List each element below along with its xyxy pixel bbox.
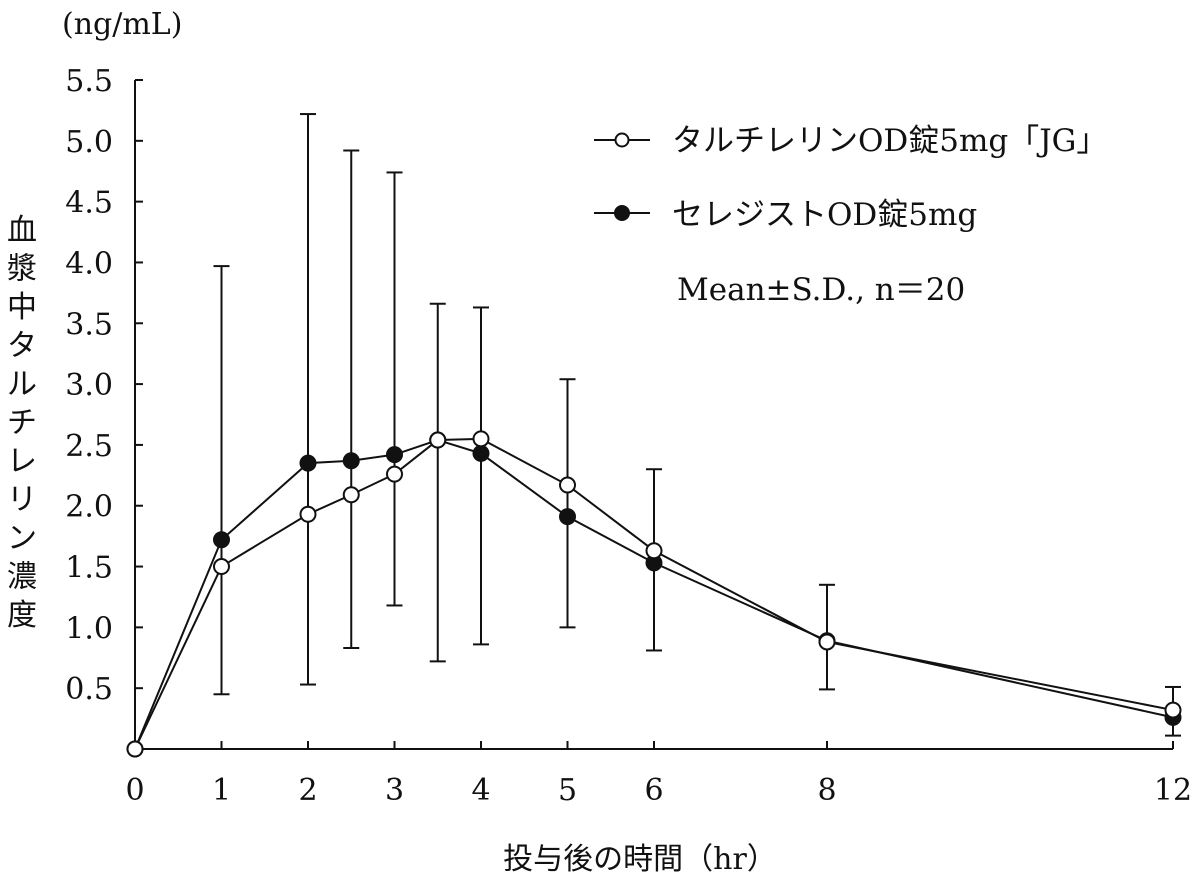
data-point-filled — [299, 454, 317, 472]
y-axis-label-char: 度 — [7, 598, 37, 633]
x-tick-label: 8 — [817, 773, 836, 808]
x-tick-label: 0 — [125, 773, 144, 808]
data-point-filled — [213, 531, 230, 549]
data-point-filled — [472, 444, 490, 462]
y-axis-label-char: ン — [7, 521, 37, 556]
y-axis-label-char: 漿 — [7, 252, 37, 287]
y-tick-label: 4.5 — [65, 186, 113, 221]
data-point-filled — [342, 452, 360, 470]
error-bars — [213, 113, 1181, 737]
x-tick-label: 4 — [471, 773, 490, 808]
y-tick-label: 0.5 — [65, 672, 113, 707]
y-axis-label-char: ル — [7, 367, 37, 402]
y-axis-label-char: 濃 — [7, 560, 37, 595]
y-tick-label: 5.5 — [65, 64, 113, 99]
data-point-open — [429, 431, 447, 449]
y-axis-label-char: 血 — [7, 213, 37, 248]
legend-item-open: タルチレリンOD錠5mg「JG」 — [594, 123, 1107, 159]
x-tick-label: 5 — [558, 773, 577, 808]
y-axis-label-char: レ — [7, 444, 37, 479]
y-tick-label: 1.5 — [65, 551, 113, 586]
data-point-open — [126, 740, 144, 758]
series-markers — [126, 430, 1182, 758]
data-point-open — [299, 505, 317, 523]
data-point-filled — [386, 446, 403, 464]
y-axis-label-char: 中 — [7, 290, 37, 325]
y-tick-label: 2.5 — [65, 429, 113, 464]
y-axis-label-char: リ — [7, 483, 37, 518]
x-tick-label: 6 — [644, 773, 663, 808]
y-tick-label: 3.5 — [65, 307, 113, 342]
x-tick-label: 3 — [385, 773, 404, 808]
data-point-open — [472, 430, 490, 448]
legend: タルチレリンOD錠5mg「JG」 セレジストOD錠5mg Mean±S.D., … — [594, 123, 1107, 308]
legend-filled-circle-icon — [614, 205, 630, 221]
legend-label-open: タルチレリンOD錠5mg「JG」 — [672, 123, 1107, 159]
data-point-open — [559, 476, 576, 494]
legend-item-filled: セレジストOD錠5mg — [594, 197, 977, 233]
axes: 0.51.01.52.02.53.03.54.04.55.05.50 1 2 3 4 5 6… — [65, 64, 1192, 808]
data-point-open — [1164, 701, 1182, 719]
y-tick-label: 4.0 — [65, 246, 113, 281]
y-axis-label-char: タ — [7, 329, 37, 364]
x-axis-label: 投与後の時間（hr） — [503, 842, 777, 877]
data-point-open — [645, 542, 663, 560]
data-point-open — [818, 633, 836, 651]
data-point-open — [342, 486, 360, 504]
y-axis-label-char: チ — [7, 406, 37, 441]
x-tick-label: 2 — [298, 773, 317, 808]
y-tick-label: 3.0 — [65, 368, 113, 403]
legend-open-circle-icon — [614, 132, 630, 148]
x-tick-label: 12 — [1154, 773, 1192, 808]
x-tick-label: 1 — [212, 773, 231, 808]
y-tick-label: 5.0 — [65, 125, 113, 160]
data-point-filled — [559, 508, 576, 526]
data-point-open — [213, 558, 230, 576]
y-tick-label: 2.0 — [65, 490, 113, 525]
y-tick-label: 1.0 — [65, 611, 113, 646]
legend-label-filled: セレジストOD錠5mg — [672, 197, 977, 233]
data-point-open — [386, 465, 403, 483]
stats-annotation: Mean±S.D., n＝20 — [677, 272, 965, 308]
y-unit-label: (ng/mL) — [62, 7, 182, 42]
